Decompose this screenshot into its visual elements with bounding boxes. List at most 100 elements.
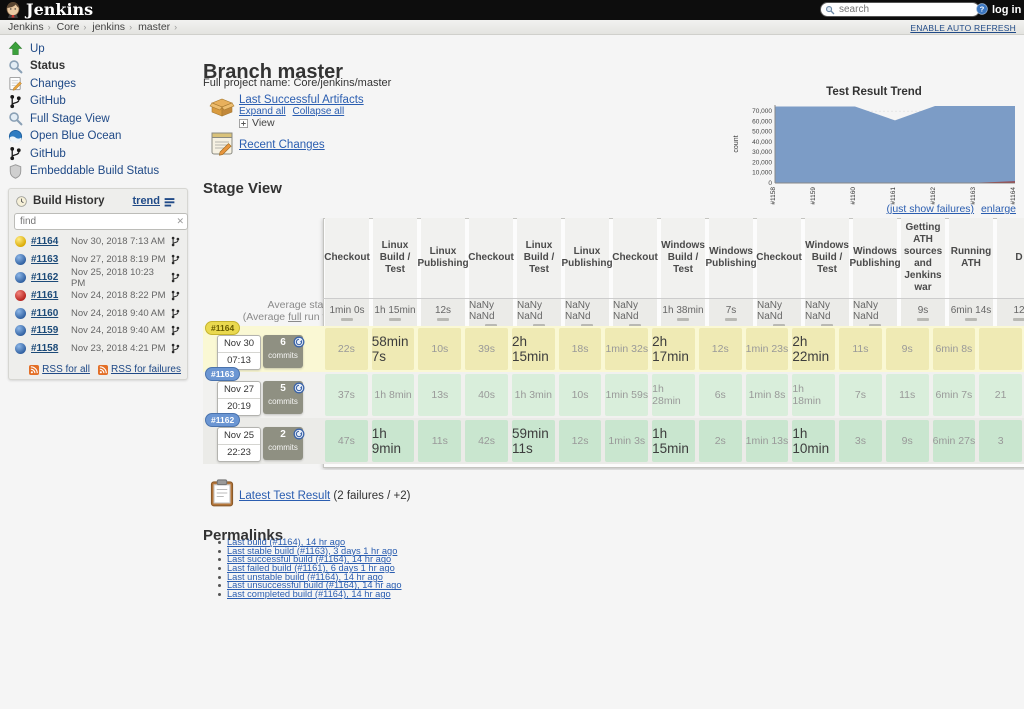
stage-average-value: 1min 0s: [329, 305, 365, 316]
build-id-pill[interactable]: #1163: [205, 367, 241, 381]
commits-box[interactable]: 5 commits: [263, 381, 303, 414]
sidebar-item-open-blue-ocean[interactable]: Open Blue Ocean: [8, 128, 188, 146]
build-history-row: #1164 Nov 30, 2018 7:13 AM: [9, 233, 187, 251]
build-link[interactable]: #1163: [31, 254, 59, 266]
stage-cell: 1min 3s: [605, 420, 649, 462]
permalink-link[interactable]: Last unstable build (#1164), 14 hr ago: [227, 571, 383, 582]
permalink-link[interactable]: Last successful build (#1164), 14 hr ago: [227, 554, 392, 565]
stage-cell: 1h 15min: [652, 420, 695, 462]
last-successful-artifacts-link[interactable]: Last Successful Artifacts: [239, 94, 364, 106]
stage-average-cell: 12: [997, 299, 1024, 327]
permalink-link[interactable]: Last unsuccessful build (#1164), 14 hr a…: [227, 580, 402, 591]
stage-cell: 6min 7s: [932, 374, 976, 416]
collapse-all-link[interactable]: Collapse all: [292, 106, 345, 117]
build-status-ball-icon[interactable]: [15, 236, 26, 248]
sidebar-item-embeddable-build-status[interactable]: Embeddable Build Status: [8, 163, 188, 181]
build-date-box[interactable]: Nov 27 20:19: [217, 381, 261, 416]
permalink-link[interactable]: Last build (#1164), 14 hr ago: [227, 537, 346, 547]
build-date: Nov 23, 2018 4:21 PM: [71, 343, 166, 355]
stage-average-bar-icon: [1013, 318, 1024, 321]
commits-box[interactable]: 6 commits: [263, 335, 303, 368]
svg-text:20,000: 20,000: [752, 159, 772, 166]
latest-test-result-link[interactable]: Latest Test Result: [239, 490, 331, 502]
permalink-link[interactable]: Last stable build (#1163), 3 days 1 hr a…: [227, 545, 398, 556]
restart-icon[interactable]: [293, 336, 305, 348]
stage-cell: 47s: [325, 420, 368, 462]
package-icon: [209, 95, 235, 117]
enable-auto-refresh-link[interactable]: ENABLE AUTO REFRESH: [910, 23, 1016, 33]
build-date: Nov 27: [218, 382, 260, 399]
breadcrumb-item-core[interactable]: Core: [56, 21, 80, 33]
stage-average-cell: NaNy NaNd: [853, 299, 897, 327]
clipboard-icon: [210, 479, 234, 507]
svg-text:#1158: #1158: [770, 187, 777, 205]
svg-text:60,000: 60,000: [752, 118, 772, 125]
build-link[interactable]: #1164: [31, 236, 59, 248]
stage-cell: 6s: [698, 374, 742, 416]
stage-cell: 2h 15min: [511, 328, 555, 370]
build-id-pill[interactable]: #1162: [205, 413, 241, 427]
build-link[interactable]: #1161: [31, 289, 59, 301]
stage-column-header: Windows Build / Test: [661, 218, 705, 298]
bullet-icon: [218, 549, 221, 553]
build-link[interactable]: #1159: [31, 325, 59, 337]
stage-average-bar-icon: [821, 323, 833, 327]
sidebar-item-status[interactable]: Status: [8, 58, 188, 76]
fork-small-icon: [170, 254, 181, 265]
breadcrumb-item-jenkins[interactable]: jenkins: [92, 21, 126, 33]
full-run-time-link[interactable]: full: [288, 310, 302, 323]
build-status-ball-icon[interactable]: [15, 307, 26, 319]
build-status-ball-icon[interactable]: [15, 343, 26, 355]
test-result-suffix: (2 failures / +2): [330, 490, 411, 502]
find-input[interactable]: [18, 215, 177, 228]
permalink-link[interactable]: Last failed build (#1161), 6 days 1 hr a…: [227, 563, 395, 574]
expand-plus-icon[interactable]: [239, 118, 248, 128]
recent-changes-link[interactable]: Recent Changes: [239, 139, 325, 151]
recent-changes-icon: [209, 130, 235, 156]
rss-for-all-link[interactable]: RSS for all: [42, 364, 90, 375]
stage-cell: 1min 8s: [745, 374, 789, 416]
full-project-name: Full project name: Core/jenkins/master: [203, 77, 392, 89]
sidebar-item-up[interactable]: Up: [8, 40, 188, 58]
artifact-view-label[interactable]: View: [252, 117, 275, 129]
build-status-ball-icon[interactable]: [15, 271, 26, 283]
sidebar-item-github[interactable]: GitHub: [8, 145, 188, 163]
build-id-pill[interactable]: #1164: [205, 321, 241, 335]
rss-for-failures-link[interactable]: RSS for failures: [110, 364, 181, 375]
sidebar-item-github[interactable]: GitHub: [8, 93, 188, 111]
login-link[interactable]: log in: [992, 4, 1022, 16]
stage-cell: 1min 13s: [745, 420, 789, 462]
latest-test-result-row: Latest Test Result (2 failures / +2): [239, 490, 410, 502]
build-link[interactable]: #1158: [31, 343, 59, 355]
sidebar-item-full-stage-view[interactable]: Full Stage View: [8, 110, 188, 128]
just-show-failures-link[interactable]: (just show failures): [886, 203, 975, 215]
build-link[interactable]: #1162: [31, 271, 59, 283]
search-input[interactable]: [837, 3, 975, 16]
build-date-box[interactable]: Nov 30 07:13: [217, 335, 261, 370]
trend-link[interactable]: trend: [132, 195, 161, 207]
clear-find-icon[interactable]: ✕: [176, 216, 184, 226]
expand-all-link[interactable]: Expand all: [239, 106, 286, 117]
commits-label: commits: [268, 397, 298, 406]
sidebar-item-label: GitHub: [30, 147, 66, 160]
build-date-box[interactable]: Nov 25 22:23: [217, 427, 261, 462]
build-status-ball-icon[interactable]: [15, 289, 26, 301]
restart-icon[interactable]: [293, 382, 305, 394]
sidebar-item-changes[interactable]: Changes: [8, 75, 188, 93]
build-status-ball-icon[interactable]: [15, 254, 26, 266]
build-status-ball-icon[interactable]: [15, 325, 26, 337]
restart-icon[interactable]: [293, 428, 305, 440]
jenkins-logo[interactable]: [4, 1, 22, 19]
svg-text:#1162: #1162: [930, 187, 937, 205]
build-link[interactable]: #1160: [31, 307, 59, 319]
enlarge-link[interactable]: enlarge: [980, 203, 1016, 215]
stage-cell: 1h 18min: [792, 374, 836, 416]
breadcrumb-item-jenkins[interactable]: Jenkins: [8, 21, 44, 33]
help-icon[interactable]: ?: [976, 3, 988, 15]
breadcrumb-item-master[interactable]: master: [138, 21, 171, 33]
permalink-link[interactable]: Last completed build (#1164), 14 hr ago: [227, 589, 391, 600]
stage-cell: 6min 8s: [932, 328, 976, 370]
stage-column-header: Windows Build / Test: [805, 218, 849, 298]
build-history-row: #1160 Nov 24, 2018 9:40 AM: [9, 304, 187, 322]
jenkins-title[interactable]: Jenkins: [26, 0, 94, 19]
